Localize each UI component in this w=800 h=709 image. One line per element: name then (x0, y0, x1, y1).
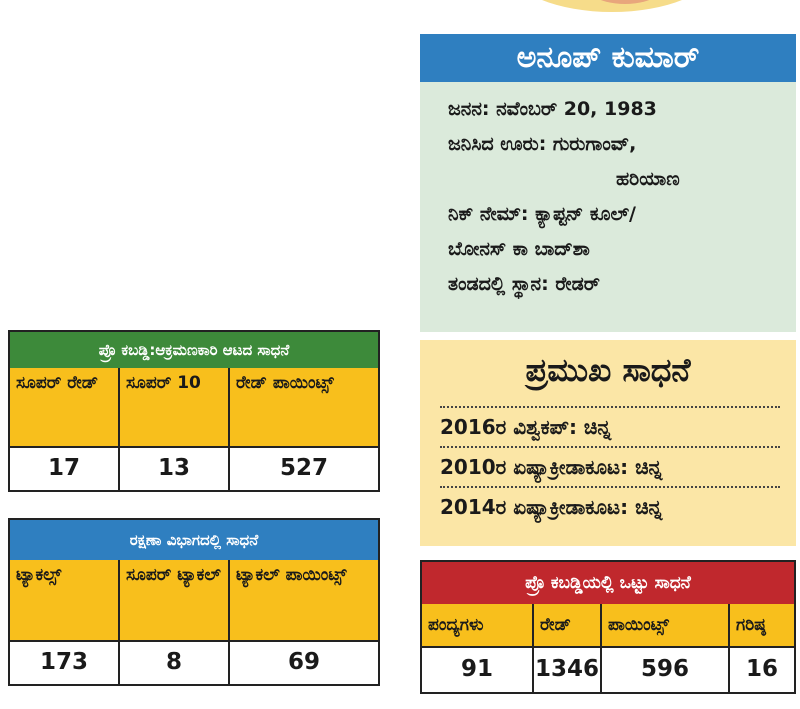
column-header: ಟ್ಯಾಕಲ್ ಪಾಯಿಂಟ್ಸ್ (230, 560, 378, 640)
total-table-title: ಪ್ರೊ ಕಬಡ್ಡಿಯಲ್ಲಿ ಒಟ್ಟು ಸಾಧನೆ (422, 562, 794, 604)
stat-value: 13 (120, 446, 230, 490)
column-header: ಪಂದ್ಯಗಳು (422, 604, 534, 646)
stat-value: 17 (10, 446, 120, 490)
hometown: ಜನಿಸಿದ ಊರು: ಗುರುಗಾಂವ್, (448, 133, 637, 155)
attack-stats-table: ಪ್ರೊ ಕಬಡ್ಡಿ:ಆಕ್ರಮಣಕಾರಿ ಆಟದ ಸಾಧನೆ ಸೂಪರ್ ರ… (8, 330, 380, 492)
column-header: ಸೂಪರ್ 10 (120, 368, 230, 446)
stat-value: 173 (10, 640, 120, 684)
player-name-header: ಅನೂಪ್ ಕುಮಾರ್ (420, 34, 796, 82)
achievement-item: 2014ರ ಏಷ್ಯಾಕ್ರೀಡಾಕೂಟ: ಚಿನ್ನ (440, 486, 780, 526)
defence-stats-table: ರಕ್ಷಣಾ ವಿಭಾಗದಲ್ಲಿ ಸಾಧನೆ ಟ್ಯಾಕಲ್ಸ್ ಸೂಪರ್ … (8, 518, 380, 686)
achievement-item: 2010ರ ಏಷ್ಯಾಕ್ರೀಡಾಕೂಟ: ಚಿನ್ನ (440, 446, 780, 486)
defence-table-title: ರಕ್ಷಣಾ ವಿಭಾಗದಲ್ಲಿ ಸಾಧನೆ (10, 520, 378, 560)
column-header: ರೇಡ್ (534, 604, 602, 646)
column-header: ರೇಡ್ ಪಾಯಿಂಟ್ಸ್ (230, 368, 378, 446)
stat-value: 527 (230, 446, 378, 490)
column-header: ಟ್ಯಾಕಲ್ಸ್ (10, 560, 120, 640)
column-header: ಸೂಪರ್ ರೇಡ್ (10, 368, 120, 446)
column-header: ಸೂಪರ್ ಟ್ಯಾಕಲ್ (120, 560, 230, 640)
column-header: ಪಾಯಿಂಟ್ಸ್ (602, 604, 730, 646)
player-photo-fragment (542, 0, 682, 12)
player-name: ಅನೂಪ್ ಕುಮಾರ್ (516, 40, 700, 75)
birth-date: ಜನನ: ನವೆಂಬರ್ 20, 1983 (448, 98, 657, 120)
stat-value: 91 (422, 646, 534, 692)
career-total-table: ಪ್ರೊ ಕಬಡ್ಡಿಯಲ್ಲಿ ಒಟ್ಟು ಸಾಧನೆ ಪಂದ್ಯಗಳು ರೇ… (420, 560, 796, 694)
nickname: ನಿಕ್ ನೇಮ್: ಕ್ಯಾಪ್ಟನ್ ಕೂಲ್/ (448, 203, 636, 225)
stat-value: 8 (120, 640, 230, 684)
column-header: ಗರಿಷ್ಠ (730, 604, 794, 646)
home-state: ಹರಿಯಾಣ (616, 168, 680, 190)
nickname-continued: ಬೋನಸ್ ಕಾ ಬಾದ್‌ಶಾ (448, 238, 590, 260)
team-position: ತಂಡದಲ್ಲಿ ಸ್ಥಾನ: ರೇಡರ್ (448, 273, 600, 295)
stat-value: 1346 (534, 646, 602, 692)
achievements-title: ಪ್ರಮುಖ ಸಾಧನೆ (525, 351, 691, 389)
achievement-item: 2016ರ ವಿಶ್ವಕಪ್: ಚಿನ್ನ (440, 406, 780, 446)
attack-table-title: ಪ್ರೊ ಕಬಡ್ಡಿ:ಆಕ್ರಮಣಕಾರಿ ಆಟದ ಸಾಧನೆ (10, 332, 378, 368)
achievements-panel: ಪ್ರಮುಖ ಸಾಧನೆ 2016ರ ವಿಶ್ವಕಪ್: ಚಿನ್ನ 2010ರ… (420, 340, 796, 546)
stat-value: 69 (230, 640, 378, 684)
stat-value: 596 (602, 646, 730, 692)
stat-value: 16 (730, 646, 794, 692)
player-profile-panel: ಜನನ: ನವೆಂಬರ್ 20, 1983 ಜನಿಸಿದ ಊರು: ಗುರುಗಾ… (420, 82, 796, 332)
